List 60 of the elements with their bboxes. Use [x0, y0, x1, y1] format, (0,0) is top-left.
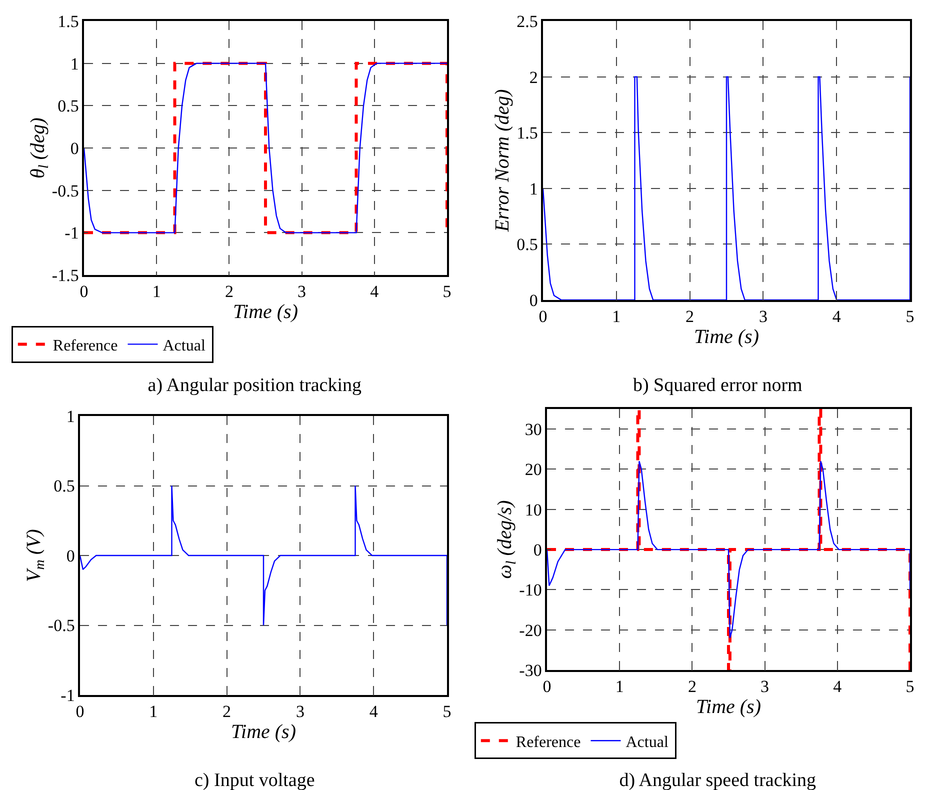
x-tick-label: 5 [906, 677, 914, 696]
x-axis-title: Time (s) [696, 696, 762, 718]
y-tick-label: -30 [519, 660, 542, 680]
y-tick-label: 20 [524, 460, 542, 480]
x-tick-label: 2 [686, 307, 694, 326]
y-tick-label: 10 [524, 500, 542, 520]
y-tick-label: -0.5 [52, 181, 79, 200]
y-tick-label: 0.5 [58, 96, 79, 116]
x-tick-label: 5 [442, 282, 452, 302]
x-tick-label: 2 [224, 282, 234, 302]
x-tick-label: 5 [442, 702, 452, 722]
x-tick-label: 4 [369, 702, 378, 722]
x-tick-label: 1 [615, 677, 624, 696]
x-tick-label: 3 [760, 677, 770, 696]
x-axis-title: Time (s) [694, 326, 760, 348]
x-tick-label: 2 [222, 702, 232, 722]
x-tick-label: 4 [370, 282, 380, 302]
line-series [547, 460, 910, 638]
text: c) Input voltage [194, 770, 315, 790]
y-tick-label: 1 [66, 406, 75, 426]
legend-label: Reference [516, 734, 581, 751]
y-tick-label: 0 [66, 546, 75, 566]
y-tick-label: 0.5 [54, 476, 75, 496]
y-tick-label: 30 [524, 420, 542, 440]
legend-label: Actual [626, 734, 669, 751]
legend-label: Reference [52, 337, 118, 354]
line-series [80, 485, 447, 626]
x-tick-label: 1 [612, 307, 621, 326]
y-tick-label: 0 [70, 138, 79, 158]
y-tick-label: -1 [64, 224, 79, 243]
text: a) Angular position tracking [148, 375, 362, 396]
x-tick-label: 3 [296, 702, 304, 722]
text: d) Angular speed tracking [619, 770, 817, 790]
legend-label: Actual [162, 337, 206, 354]
line-series [543, 76, 910, 300]
x-axis-title: Time (s) [231, 721, 296, 744]
y-tick-label: -1 [60, 686, 75, 705]
x-tick-label: 5 [906, 307, 914, 326]
y-tick-label: -10 [519, 580, 542, 600]
y-tick-label: 1 [529, 179, 538, 198]
x-tick-label: 2 [688, 677, 696, 696]
x-tick-label: 4 [833, 677, 842, 696]
x-axis-title: Time (s) [233, 301, 298, 324]
x-tick-label: 3 [298, 282, 306, 302]
y-tick-label: 2 [529, 68, 538, 87]
y-tick-label: 1 [70, 54, 79, 74]
y-tick-label: -0.5 [48, 616, 75, 636]
x-tick-label: 4 [832, 307, 842, 326]
y-tick-label: 0.5 [516, 235, 538, 254]
x-tick-label: 1 [152, 282, 161, 302]
y-tick-label: -1.5 [52, 266, 79, 285]
x-tick-label: 3 [758, 307, 768, 326]
x-tick-label: 1 [149, 702, 158, 722]
y-tick-label: -20 [519, 620, 542, 640]
y-axis-title: Error Norm (deg) [492, 88, 514, 233]
y-tick-label: 1.5 [58, 12, 79, 31]
y-tick-label: 1.5 [516, 124, 538, 143]
text: b) Squared error norm [632, 375, 803, 396]
y-tick-label: 2.5 [516, 12, 538, 31]
y-tick-label: 0 [533, 540, 542, 560]
